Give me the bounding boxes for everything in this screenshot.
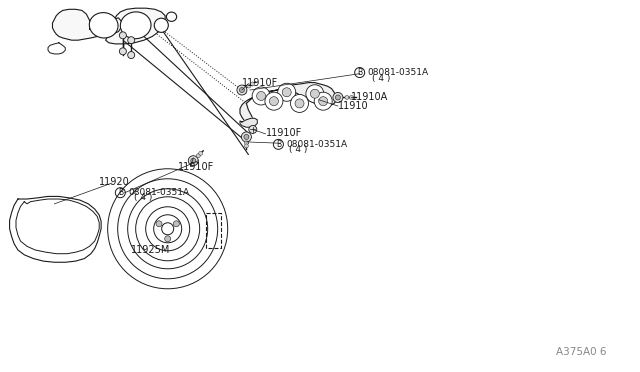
Ellipse shape [120, 12, 151, 39]
Circle shape [128, 37, 134, 44]
Ellipse shape [90, 13, 118, 38]
Text: A375A0 6: A375A0 6 [556, 347, 607, 356]
Text: ( 4 ): ( 4 ) [289, 145, 308, 154]
Circle shape [349, 96, 353, 99]
Circle shape [244, 134, 249, 140]
Circle shape [278, 83, 296, 101]
Text: B: B [357, 68, 362, 77]
Text: B: B [118, 188, 123, 197]
Text: 11910A: 11910A [351, 93, 388, 102]
Circle shape [156, 221, 162, 227]
Circle shape [295, 99, 304, 108]
Polygon shape [240, 118, 257, 127]
Circle shape [306, 85, 324, 103]
Circle shape [319, 97, 328, 106]
Text: 11910F: 11910F [266, 128, 302, 138]
Ellipse shape [154, 18, 168, 32]
Circle shape [120, 32, 126, 39]
Circle shape [188, 156, 198, 166]
Circle shape [196, 154, 200, 158]
Circle shape [291, 94, 308, 112]
Circle shape [310, 89, 319, 98]
Text: 11920: 11920 [99, 177, 130, 186]
Circle shape [241, 132, 252, 142]
Text: ( 4 ): ( 4 ) [134, 193, 153, 202]
Text: B: B [276, 140, 281, 149]
Circle shape [120, 48, 126, 55]
Circle shape [244, 144, 248, 148]
Circle shape [252, 87, 270, 105]
Circle shape [257, 92, 266, 100]
Circle shape [265, 92, 283, 110]
Text: 08081-0351A: 08081-0351A [128, 188, 189, 197]
Text: 08081-0351A: 08081-0351A [286, 140, 348, 149]
Circle shape [314, 92, 332, 110]
Circle shape [244, 141, 248, 145]
Circle shape [239, 87, 244, 93]
Text: 08081-0351A: 08081-0351A [367, 68, 429, 77]
Text: 11910F: 11910F [178, 162, 214, 171]
Circle shape [173, 221, 179, 227]
Text: 11910F: 11910F [242, 78, 278, 87]
Text: 11925M: 11925M [131, 245, 170, 255]
Circle shape [247, 84, 251, 88]
Circle shape [128, 52, 134, 58]
Circle shape [164, 236, 171, 242]
Circle shape [250, 82, 254, 86]
Circle shape [191, 158, 196, 163]
Polygon shape [240, 83, 336, 127]
Circle shape [345, 96, 349, 99]
Circle shape [333, 93, 343, 102]
Polygon shape [52, 8, 165, 44]
Text: ( 4 ): ( 4 ) [372, 74, 391, 83]
Circle shape [282, 88, 291, 97]
Circle shape [198, 151, 203, 155]
Circle shape [237, 85, 247, 95]
Circle shape [249, 125, 257, 134]
Ellipse shape [166, 12, 177, 21]
Circle shape [269, 97, 278, 106]
Text: 11910: 11910 [338, 101, 369, 111]
Circle shape [335, 95, 340, 100]
